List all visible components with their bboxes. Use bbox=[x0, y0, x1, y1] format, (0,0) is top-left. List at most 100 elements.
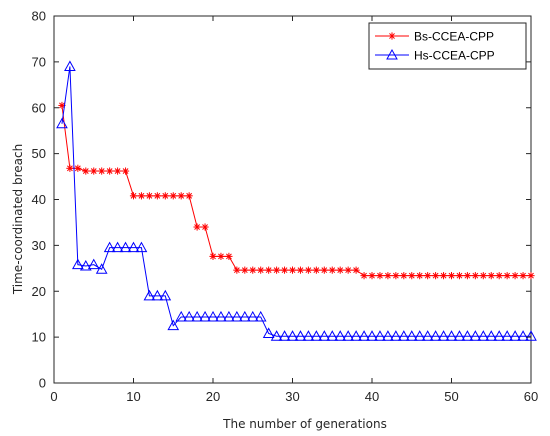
data-point bbox=[503, 272, 511, 280]
data-point bbox=[429, 330, 442, 341]
data-point bbox=[400, 272, 408, 280]
plot-area bbox=[53, 15, 532, 384]
data-point bbox=[517, 330, 529, 341]
data-point bbox=[270, 330, 283, 341]
data-point bbox=[366, 330, 378, 341]
data-point bbox=[310, 330, 323, 341]
y-tick-label: 50 bbox=[32, 146, 46, 161]
plot-frame bbox=[53, 15, 532, 384]
data-point bbox=[495, 272, 503, 280]
series-0 bbox=[58, 101, 535, 280]
data-point bbox=[254, 310, 267, 322]
data-point bbox=[334, 330, 347, 341]
data-point bbox=[447, 272, 456, 280]
series-line bbox=[61, 66, 531, 337]
data-point bbox=[207, 310, 219, 322]
data-point bbox=[485, 330, 498, 341]
data-point bbox=[397, 330, 410, 341]
data-point bbox=[453, 330, 466, 341]
y-tick-label: 40 bbox=[32, 192, 46, 207]
data-point bbox=[103, 241, 116, 253]
data-point bbox=[225, 252, 233, 260]
data-point bbox=[501, 330, 513, 341]
data-point bbox=[257, 266, 265, 274]
data-point bbox=[246, 310, 259, 322]
data-point bbox=[129, 192, 138, 200]
data-point bbox=[384, 272, 392, 280]
data-point bbox=[527, 272, 535, 280]
data-point bbox=[463, 272, 471, 280]
data-point bbox=[177, 192, 185, 200]
data-point bbox=[145, 192, 153, 200]
data-point bbox=[231, 310, 243, 322]
data-point bbox=[74, 164, 82, 172]
data-point bbox=[273, 266, 281, 274]
data-point bbox=[390, 330, 402, 341]
data-point bbox=[479, 272, 487, 280]
data-point bbox=[350, 330, 362, 341]
data-point bbox=[161, 192, 169, 200]
x-axis-label: The number of generations bbox=[222, 417, 387, 431]
data-point bbox=[238, 310, 251, 322]
data-point bbox=[352, 266, 360, 274]
data-point bbox=[106, 167, 114, 175]
data-point bbox=[437, 330, 450, 341]
data-point bbox=[413, 330, 426, 341]
data-point bbox=[326, 330, 339, 341]
data-point bbox=[312, 266, 320, 274]
y-tick-label: 0 bbox=[39, 376, 46, 391]
x-tick-label: 30 bbox=[285, 389, 299, 404]
data-point bbox=[90, 167, 98, 175]
y-tick-label: 10 bbox=[32, 330, 46, 345]
data-point bbox=[241, 266, 249, 274]
data-point bbox=[424, 272, 432, 280]
y-axis-label: Time-coordinated breach bbox=[11, 144, 25, 295]
data-point bbox=[286, 330, 299, 341]
data-point bbox=[455, 272, 464, 280]
data-point bbox=[294, 330, 307, 341]
data-point bbox=[477, 330, 490, 341]
data-point bbox=[525, 330, 537, 341]
data-point bbox=[215, 310, 227, 322]
data-point bbox=[209, 252, 217, 260]
data-point bbox=[56, 117, 68, 129]
data-point bbox=[509, 330, 521, 341]
data-point bbox=[175, 310, 188, 322]
y-tick-label: 70 bbox=[32, 54, 46, 69]
data-point bbox=[471, 272, 479, 280]
data-point bbox=[66, 164, 74, 172]
x-tick-label: 0 bbox=[50, 389, 57, 404]
data-point bbox=[72, 258, 84, 270]
data-point bbox=[135, 241, 148, 253]
data-point bbox=[262, 327, 275, 338]
data-point bbox=[358, 330, 370, 341]
legend-label: Bs-CCEA-CPP bbox=[414, 30, 494, 44]
data-point bbox=[111, 241, 124, 253]
y-tick-label: 60 bbox=[32, 100, 46, 115]
x-tick-label: 40 bbox=[365, 389, 379, 404]
data-point bbox=[193, 223, 201, 231]
data-point bbox=[217, 252, 225, 260]
data-point bbox=[342, 330, 354, 341]
data-point bbox=[336, 266, 344, 274]
data-point bbox=[223, 310, 235, 322]
data-point bbox=[95, 263, 108, 274]
data-point bbox=[98, 167, 106, 175]
data-point bbox=[278, 330, 291, 341]
data-point bbox=[511, 272, 519, 280]
legend-marker bbox=[388, 32, 396, 40]
legend-marker bbox=[386, 48, 398, 60]
data-point bbox=[191, 310, 203, 322]
legend: Bs-CCEA-CPP Hs-CCEA-CPP bbox=[368, 22, 527, 70]
data-point bbox=[392, 272, 400, 280]
data-point bbox=[79, 259, 92, 271]
data-point bbox=[296, 266, 305, 274]
legend-box bbox=[368, 22, 527, 70]
ticks-layer: 0 10 20 30 40 50 60 0 10 20 30 40 50 60 70 80 bbox=[32, 9, 539, 405]
data-point bbox=[302, 330, 315, 341]
data-point bbox=[328, 266, 336, 274]
data-point bbox=[127, 241, 140, 253]
data-point bbox=[119, 241, 132, 253]
data-point bbox=[82, 167, 90, 175]
